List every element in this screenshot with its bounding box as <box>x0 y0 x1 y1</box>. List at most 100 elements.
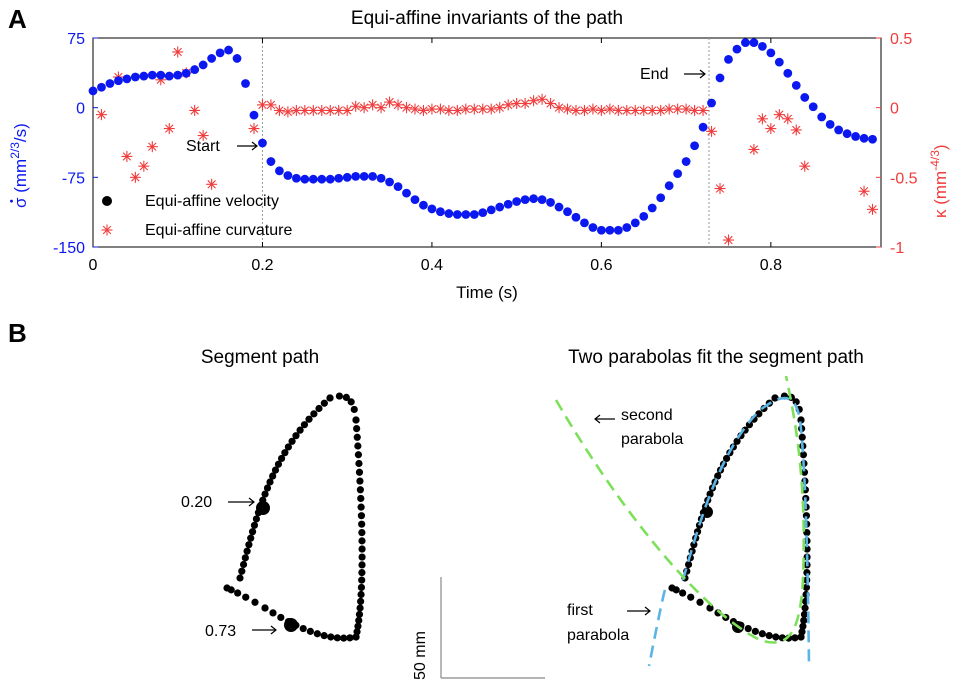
velocity-point <box>741 38 750 48</box>
velocity-point <box>147 70 157 80</box>
velocity-point <box>605 225 615 235</box>
curvature-point <box>468 103 480 115</box>
x-tick-label: 0 <box>89 257 98 274</box>
path-point <box>352 633 360 641</box>
segment-path-dots <box>223 392 366 642</box>
velocity-point <box>88 86 98 96</box>
velocity-point <box>673 169 683 179</box>
x-tick-label: 0.2 <box>251 257 273 274</box>
velocity-point <box>224 45 233 55</box>
x-tick-label: 0.6 <box>590 257 612 274</box>
velocity-point <box>342 172 352 182</box>
x-axis-ticks: 0 0.2 0.4 0.6 0.8 <box>89 38 782 274</box>
right-axis-label: κ (mm-4/3) <box>928 144 950 218</box>
velocity-point <box>749 38 759 48</box>
curvature-point <box>248 123 260 135</box>
left-axis-label-sup: 2/3 <box>8 142 22 159</box>
path-point <box>306 627 314 635</box>
segment-path-title: Segment path <box>201 347 319 368</box>
path-point <box>320 399 328 407</box>
path-point <box>357 590 365 599</box>
plot-a: 0 0.2 0.4 0.6 0.8 75 0 -75 -150 0.5 0 -0.5 -1 <box>53 31 918 274</box>
velocity-point <box>139 71 149 81</box>
velocity-point <box>402 188 411 198</box>
path-point <box>358 545 366 553</box>
curvature-point <box>621 104 633 116</box>
path-point <box>684 560 693 569</box>
curvature-series <box>95 46 879 246</box>
path-point <box>800 610 809 618</box>
velocity-point <box>232 54 242 63</box>
velocity-point <box>520 195 530 205</box>
velocity-point <box>774 57 784 67</box>
path-point <box>277 613 285 622</box>
curvature-point <box>722 234 734 246</box>
x-tick-label: 0.8 <box>760 257 782 274</box>
curvature-point <box>426 103 438 115</box>
curvature-point <box>790 124 802 136</box>
curvature-point <box>706 125 718 137</box>
scale-bar-label: 50 mm <box>412 631 429 680</box>
velocity-point <box>571 212 581 222</box>
segment-path-end-dot <box>284 618 298 632</box>
curvature-point <box>409 103 421 115</box>
velocity-point <box>546 198 555 207</box>
path-point <box>357 494 365 503</box>
velocity-point <box>461 210 471 219</box>
velocity-point <box>130 72 140 82</box>
velocity-point <box>529 194 539 204</box>
curvature-point <box>401 102 413 114</box>
path-point <box>771 394 779 402</box>
velocity-point <box>241 79 250 88</box>
velocity-point <box>173 70 183 80</box>
right-tick-label: -0.5 <box>890 170 918 187</box>
left-axis-label-close: /s) <box>11 123 30 142</box>
velocity-point <box>164 71 174 81</box>
curvature-point <box>519 97 531 109</box>
left-axis-ticks: 75 0 -75 -150 <box>53 31 98 257</box>
second-parabola-label-2: parabola <box>621 431 683 448</box>
velocity-point <box>478 208 488 218</box>
path-point <box>798 433 806 441</box>
first-parabola-label-2: parabola <box>567 627 629 644</box>
x-tick-label: 0.4 <box>421 257 443 274</box>
path-point <box>352 416 360 424</box>
legend-velocity-marker <box>102 196 112 206</box>
path-point <box>261 604 269 612</box>
curvature-point <box>782 113 794 125</box>
path-point <box>799 622 807 630</box>
right-axis-label-sup: -4/3 <box>928 150 942 171</box>
path-point <box>668 584 676 592</box>
path-point <box>274 460 283 468</box>
path-point <box>281 449 289 457</box>
first-parabola-lower-tail <box>647 589 667 667</box>
path-point <box>239 560 248 569</box>
velocity-point <box>859 133 869 143</box>
curvature-point <box>867 203 879 215</box>
legend-curvature-label: Equi-affine curvature <box>145 222 292 239</box>
path-point <box>340 634 348 642</box>
path-point <box>238 567 246 575</box>
curvature-point <box>561 103 573 115</box>
end-arrow <box>684 69 706 79</box>
left-tick-label: -75 <box>62 170 85 187</box>
curvature-point <box>256 99 268 111</box>
curvature-point <box>748 143 760 155</box>
right-axis-label-close: ) <box>931 144 950 150</box>
velocity-point <box>215 48 225 58</box>
velocity-point <box>114 76 123 86</box>
curvature-point <box>146 141 158 153</box>
curvature-point <box>206 178 218 190</box>
velocity-point <box>732 44 742 54</box>
curvature-point <box>553 102 565 114</box>
velocity-point <box>647 203 657 213</box>
legend-curvature-marker <box>101 224 113 236</box>
path-point <box>358 561 366 569</box>
path-point <box>358 528 366 537</box>
segment-path-start-dot <box>256 501 270 515</box>
velocity-point <box>596 225 606 235</box>
path-point <box>271 466 280 474</box>
path-point <box>356 604 364 612</box>
end-annotation: End <box>640 66 668 83</box>
velocity-point <box>427 204 437 214</box>
